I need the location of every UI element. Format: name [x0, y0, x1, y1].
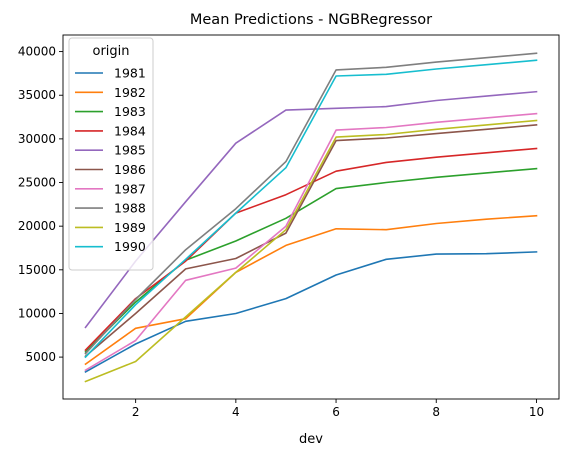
legend-label-1988: 1988 [114, 201, 146, 216]
series-line-1982 [84, 214, 538, 366]
y-tick-label: 35000 [18, 88, 56, 102]
y-tick-label: 10000 [18, 306, 56, 320]
legend-label-1990: 1990 [114, 239, 146, 254]
legend-label-1983: 1983 [114, 104, 146, 119]
legend-label-1981: 1981 [114, 66, 146, 81]
x-tick-label: 8 [432, 405, 440, 419]
series-line-1990 [84, 59, 538, 359]
plot-lines [84, 52, 538, 383]
chart-title: Mean Predictions - NGBRegressor [190, 12, 432, 28]
legend-items: 1981 1982 1983 1984 1985 1986 1987 1988 1989 1990 [75, 66, 146, 254]
x-tick-label: 6 [332, 405, 340, 419]
legend-label-1982: 1982 [114, 85, 146, 100]
x-axis-ticks: 2 4 6 8 10 [132, 399, 544, 419]
x-tick-label: 10 [529, 405, 544, 419]
y-tick-label: 30000 [18, 132, 56, 146]
legend-label-1985: 1985 [114, 143, 146, 158]
series-line-1989 [84, 119, 538, 383]
legend-label-1987: 1987 [114, 181, 146, 196]
legend-label-1986: 1986 [114, 162, 146, 177]
y-tick-label: 20000 [18, 219, 56, 233]
y-axis-ticks: 5000 10000 15000 20000 25000 30000 35000 40000 [18, 45, 63, 364]
y-tick-label: 15000 [18, 263, 56, 277]
x-axis-label: dev [299, 432, 323, 447]
y-tick-label: 25000 [18, 176, 56, 190]
legend: origin 198119821983198419851986198719881… [68, 37, 154, 271]
plot-frame [62, 34, 560, 400]
y-tick-label: 40000 [18, 45, 56, 59]
series-line-1981 [84, 251, 538, 373]
legend-box [68, 37, 154, 271]
y-tick-label: 5000 [25, 350, 56, 364]
legend-label-1984: 1984 [114, 123, 146, 138]
series-line-1987 [84, 112, 538, 372]
series-line-1986 [84, 124, 538, 358]
series-line-1985 [84, 90, 538, 329]
series-line-1988 [84, 52, 538, 355]
x-tick-label: 2 [132, 405, 140, 419]
x-tick-label: 4 [232, 405, 240, 419]
legend-title: origin [92, 44, 129, 59]
legend-label-1989: 1989 [114, 220, 146, 235]
